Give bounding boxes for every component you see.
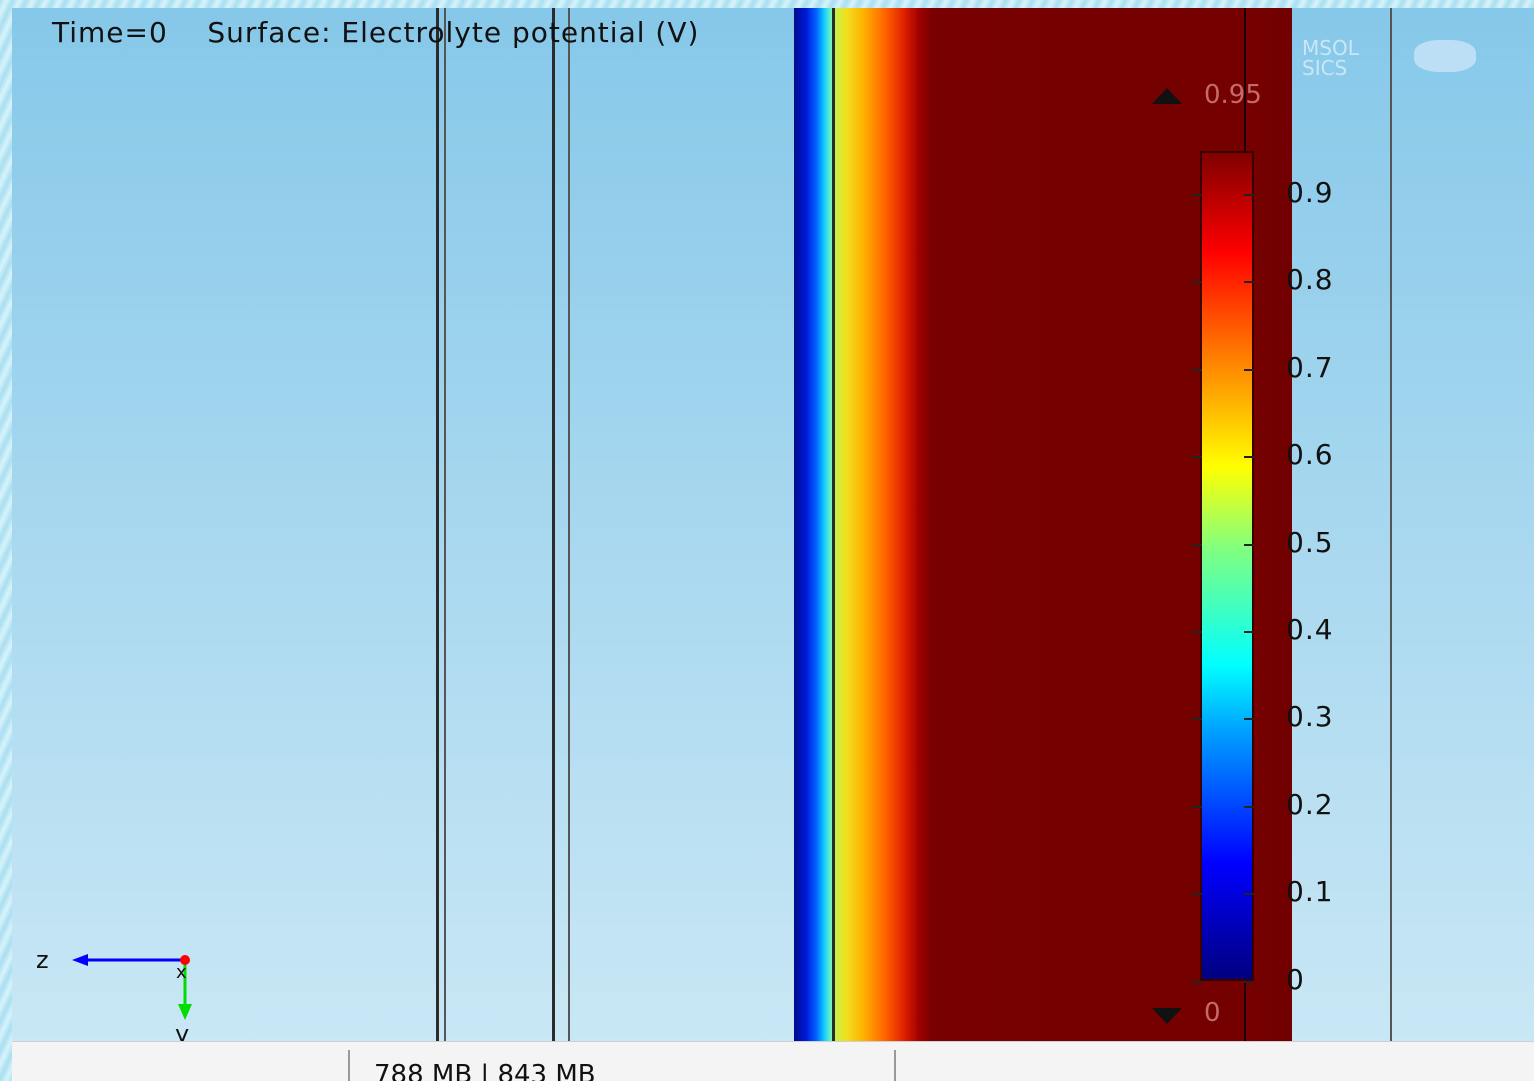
colorbar-tick-label: 0.2 xyxy=(1286,787,1334,821)
colorbar-tick-label: 0.1 xyxy=(1286,875,1334,909)
domain-boundary-line xyxy=(1390,8,1392,1041)
plot-title: Time=0 Surface: Electrolyte potential (V… xyxy=(52,16,700,49)
colorbar-tick-mark xyxy=(1244,194,1254,196)
colorbar-tick-label: 0 xyxy=(1286,962,1305,996)
colorbar-tick-mark xyxy=(1192,194,1202,196)
watermark-logo-icon xyxy=(1414,40,1476,72)
colorbar-tick-label: 0.5 xyxy=(1286,525,1334,559)
colorbar-tick-mark xyxy=(1244,805,1254,808)
colorbar-tick-label: 0.8 xyxy=(1286,263,1334,297)
colorbar-tick-mark xyxy=(1192,718,1202,721)
colorbar-tick-mark xyxy=(1192,456,1202,459)
colorbar-tick-mark xyxy=(1244,281,1254,284)
colorbar-tick-mark xyxy=(1244,368,1254,371)
axis-orientation-triad: z x y xyxy=(36,946,192,1041)
colorbar-tick-mark xyxy=(1244,631,1254,633)
domain-boundary-line xyxy=(552,8,555,1041)
colorbar-tick-mark xyxy=(1192,893,1202,896)
colorbar-tick-mark xyxy=(1244,718,1254,721)
status-bar: 788 MB | 843 MB xyxy=(12,1041,1534,1081)
z-axis-label: z xyxy=(36,946,49,974)
status-separator xyxy=(348,1050,350,1081)
status-separator xyxy=(894,1050,896,1081)
colorbar-tick-label: 0.6 xyxy=(1286,438,1334,472)
colorbar-tick-mark xyxy=(1192,543,1202,546)
domain-boundary-line xyxy=(832,8,835,1041)
colorbar-tick-mark xyxy=(1192,281,1202,284)
colorbar-tick-label: 0.7 xyxy=(1286,350,1334,384)
colorbar-tick-label: 0.4 xyxy=(1286,613,1334,646)
colorbar-tick-mark xyxy=(1192,368,1202,371)
max-arrow-icon xyxy=(1152,88,1182,104)
colorbar-tick-mark xyxy=(1192,805,1202,808)
colorbar-tick-mark xyxy=(1244,456,1254,459)
colorbar-tick-label: 0.9 xyxy=(1286,176,1334,209)
min-arrow-icon xyxy=(1152,1008,1182,1024)
x-axis-label: x xyxy=(176,962,187,983)
colorbar-tick-label: 0.3 xyxy=(1286,700,1334,734)
colorbar-tick-mark xyxy=(1244,543,1254,546)
colorbar-min-label: 0 xyxy=(1204,998,1221,1028)
colorbar-tick-mark xyxy=(1192,631,1202,633)
colorbar-tick-mark xyxy=(1244,893,1254,896)
domain-boundary-line xyxy=(444,8,446,1041)
colorbar-tick-mark xyxy=(1192,980,1202,983)
colorbar-tick-mark xyxy=(1244,980,1254,983)
y-axis-label: y xyxy=(175,1020,189,1041)
graphics-window[interactable]: Time=0 Surface: Electrolyte potential (V… xyxy=(12,8,1534,1041)
domain-boundary-line xyxy=(568,8,570,1041)
app-window: Time=0 Surface: Electrolyte potential (V… xyxy=(12,8,1534,1081)
watermark-logo-text: MSOL SICS xyxy=(1302,36,1359,80)
color-legend-bar xyxy=(1200,151,1254,981)
domain-boundary-line xyxy=(436,8,439,1041)
colorbar-max-label: 0.95 xyxy=(1204,80,1262,110)
memory-usage: 788 MB | 843 MB xyxy=(374,1060,596,1081)
